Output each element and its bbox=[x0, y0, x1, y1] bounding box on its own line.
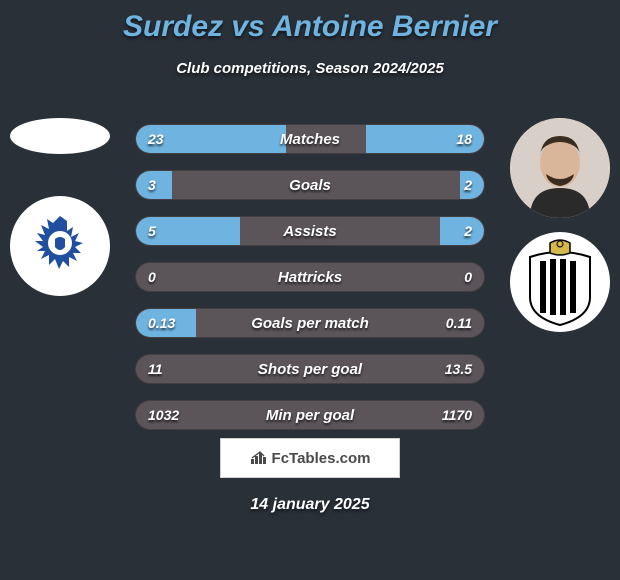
stat-label: Goals per match bbox=[136, 309, 484, 337]
player-photo-icon bbox=[510, 118, 610, 218]
player-left-avatar bbox=[10, 118, 110, 154]
left-avatar-column bbox=[10, 118, 110, 310]
striped-shield-icon bbox=[520, 237, 600, 327]
stat-row: 0.13 Goals per match 0.11 bbox=[135, 308, 485, 338]
stat-value-right: 2 bbox=[464, 217, 472, 245]
stat-label: Hattricks bbox=[136, 263, 484, 291]
stat-row: 11 Shots per goal 13.5 bbox=[135, 354, 485, 384]
stat-label: Matches bbox=[136, 125, 484, 153]
right-avatar-column bbox=[510, 118, 610, 346]
player-right-avatar bbox=[510, 118, 610, 218]
stats-container: 23 Matches 18 3 Goals 2 5 Assists 2 0 Ha… bbox=[135, 124, 485, 446]
stat-value-right: 0 bbox=[464, 263, 472, 291]
stat-row: 1032 Min per goal 1170 bbox=[135, 400, 485, 430]
stat-value-right: 13.5 bbox=[445, 355, 472, 383]
bar-chart-icon bbox=[250, 451, 268, 465]
stat-row: 3 Goals 2 bbox=[135, 170, 485, 200]
player-left-club-logo bbox=[10, 196, 110, 296]
stat-row: 0 Hattricks 0 bbox=[135, 262, 485, 292]
stat-row: 5 Assists 2 bbox=[135, 216, 485, 246]
page-title: Surdez vs Antoine Bernier bbox=[0, 0, 620, 44]
stat-value-right: 1170 bbox=[442, 401, 472, 429]
date-text: 14 january 2025 bbox=[250, 496, 369, 514]
subtitle: Club competitions, Season 2024/2025 bbox=[0, 60, 620, 77]
stat-label: Goals bbox=[136, 171, 484, 199]
stat-value-right: 0.11 bbox=[446, 309, 472, 337]
footer: FcTables.com 14 january 2025 bbox=[0, 438, 620, 514]
stat-label: Min per goal bbox=[136, 401, 484, 429]
stat-value-right: 18 bbox=[456, 125, 472, 153]
stat-row: 23 Matches 18 bbox=[135, 124, 485, 154]
player-right-club-logo bbox=[510, 232, 610, 332]
stat-value-right: 2 bbox=[464, 171, 472, 199]
stat-label: Shots per goal bbox=[136, 355, 484, 383]
stat-label: Assists bbox=[136, 217, 484, 245]
fctables-badge[interactable]: FcTables.com bbox=[220, 438, 400, 478]
indian-head-icon bbox=[25, 211, 95, 281]
fctables-text: FcTables.com bbox=[272, 450, 371, 467]
